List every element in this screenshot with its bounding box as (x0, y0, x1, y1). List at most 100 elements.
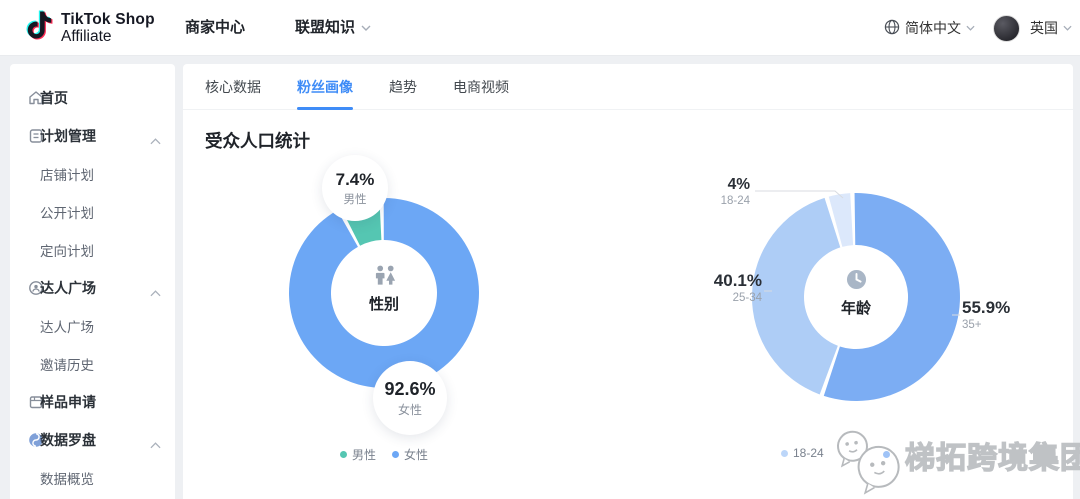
logo-line2: Affiliate (61, 27, 112, 45)
watermark-text: 梯拓跨境集团 (904, 441, 1080, 475)
sidebar-item-label: 邀请历史 (40, 358, 94, 373)
legend-item-18-24[interactable]: 18-24 (781, 446, 824, 460)
sidebar-item-plan-management[interactable]: 计划管理 (10, 117, 175, 155)
age-donut-chart[interactable] (750, 191, 962, 403)
nav-merchant-center[interactable]: 商家中心 (185, 0, 245, 56)
tab-fan-profile[interactable]: 粉丝画像 (297, 64, 353, 110)
gender-female-callout: 92.6% 女性 (373, 361, 447, 435)
female-legend-dot (392, 451, 399, 458)
sidebar-item-shop-plan[interactable]: 店铺计划 (10, 155, 175, 193)
gender-icon (371, 265, 398, 290)
tab-trends[interactable]: 趋势 (389, 64, 417, 110)
gender-legend: 男性 女性 (284, 446, 484, 463)
gender-male-callout: 7.4% 男性 (322, 155, 388, 221)
wechat-bubbles-icon (831, 424, 909, 499)
sidebar-item-label: 首页 (40, 90, 68, 106)
age-35plus-callout: 55.9% 35+ (962, 298, 1052, 331)
top-right-cluster: 简体中文 英国 (884, 0, 1072, 56)
legend-label: 女性 (404, 448, 429, 462)
age-25-34-percent: 40.1% (713, 271, 762, 290)
sidebar-item-home[interactable]: 首页 (10, 79, 175, 117)
age-35plus-label: 35+ (962, 319, 982, 331)
male-legend-dot (339, 451, 347, 458)
sidebar-item-data-overview[interactable]: 数据概览 (10, 459, 175, 497)
nav-affiliate-knowledge-label: 联盟知识 (295, 19, 356, 36)
age-25-34-label: 25-34 (732, 292, 762, 304)
chevron-down-icon (1063, 25, 1072, 31)
tab-label: 核心数据 (205, 79, 261, 95)
age-18-24-percent: 4% (727, 176, 750, 193)
donut-slice-35+[interactable] (823, 193, 960, 402)
age-18-24-label: 18-24 (720, 195, 750, 207)
tab-bar: 核心数据 粉丝画像 趋势 电商视频 (183, 64, 1073, 110)
male-label: 男性 (343, 193, 367, 206)
age-18-24-callout: 4% 18-24 (660, 176, 750, 207)
nav-affiliate-knowledge[interactable]: 联盟知识 (295, 0, 371, 56)
sidebar-item-sample-application[interactable]: 样品申请 (10, 383, 175, 421)
sidebar-item-label: 公开计划 (40, 206, 94, 221)
globe-icon (884, 19, 900, 38)
user-avatar[interactable] (993, 14, 1020, 42)
tab-label: 电商视频 (453, 79, 509, 95)
female-percent: 92.6% (384, 378, 436, 399)
donut-slice-18-24[interactable] (828, 193, 854, 247)
chevron-down-icon (966, 25, 975, 31)
creator-square-icon (28, 280, 45, 297)
nav-merchant-center-label: 商家中心 (185, 19, 246, 36)
sidebar: 首页 计划管理 店铺计划 公开计划 定向计划 达人广场 (10, 64, 175, 499)
compass-icon (28, 432, 45, 449)
top-bar: TikTok Shop Affiliate 商家中心 联盟知识 简体中文 (0, 0, 1080, 56)
logo-text: TikTok Shop Affiliate (61, 11, 155, 45)
age-legend: 18-24 (781, 446, 824, 460)
chevron-up-icon[interactable] (150, 284, 161, 302)
gender-center-label: 性别 (368, 296, 399, 313)
sample-icon (28, 394, 45, 411)
main-content-card: 核心数据 粉丝画像 趋势 电商视频 受众人口统计 (183, 64, 1080, 499)
sidebar-item-creator-square[interactable]: 达人广场 (10, 307, 175, 345)
sidebar-item-creator-square-group[interactable]: 达人广场 (10, 269, 175, 307)
tab-label: 趋势 (389, 79, 417, 95)
chevron-up-icon[interactable] (150, 132, 161, 150)
age-25-34-legend-dot[interactable] (883, 451, 890, 458)
home-icon (28, 90, 45, 107)
legend-item-male[interactable]: 男性 (339, 446, 376, 463)
sidebar-item-label: 数据罗盘 (40, 432, 96, 448)
age-18-24-legend-dot (781, 449, 788, 457)
tab-ecommerce-video[interactable]: 电商视频 (453, 64, 509, 110)
age-center-label: 年龄 (840, 300, 871, 317)
legend-label: 男性 (351, 448, 376, 462)
plan-icon (28, 128, 45, 145)
age-25-34-callout: 40.1% 25-34 (672, 271, 762, 304)
sidebar-item-invitation-history[interactable]: 邀请历史 (10, 345, 175, 383)
sidebar-item-label: 计划管理 (40, 128, 96, 144)
age-callout-lines (755, 190, 960, 316)
legend-item-female[interactable]: 女性 (392, 446, 428, 463)
sidebar-item-data-compass[interactable]: 数据罗盘 (10, 421, 175, 459)
sidebar-item-targeted-plan[interactable]: 定向计划 (10, 231, 175, 269)
chevron-up-icon[interactable] (150, 436, 161, 454)
donut-slice-25-34[interactable] (752, 197, 841, 395)
tab-core-data[interactable]: 核心数据 (205, 64, 261, 110)
region-label: 英国 (1030, 20, 1058, 36)
male-percent: 7.4% (335, 169, 375, 189)
language-label: 简体中文 (905, 20, 961, 36)
donut-slice-女性[interactable] (289, 197, 480, 388)
logo-line1: TikTok Shop (61, 10, 155, 28)
sidebar-item-label: 达人广场 (40, 320, 94, 335)
gender-donut-center: 性别 (334, 265, 434, 314)
sidebar-item-label: 定向计划 (40, 244, 94, 259)
language-selector[interactable]: 简体中文 (884, 18, 975, 38)
age-donut-center: 年龄 (806, 269, 906, 318)
chevron-down-icon (361, 25, 371, 31)
age-35plus-percent: 55.9% (962, 298, 1011, 317)
section-title: 受众人口统计 (205, 131, 310, 151)
clock-icon (846, 269, 867, 294)
sidebar-item-open-plan[interactable]: 公开计划 (10, 193, 175, 231)
tiktok-shop-affiliate-logo[interactable]: TikTok Shop Affiliate (26, 10, 155, 45)
legend-label: 18-24 (793, 446, 824, 460)
tab-label: 粉丝画像 (297, 79, 353, 95)
female-label: 女性 (397, 402, 422, 417)
region-selector[interactable]: 英国 (1030, 18, 1072, 38)
sidebar-item-label: 达人广场 (40, 280, 96, 296)
